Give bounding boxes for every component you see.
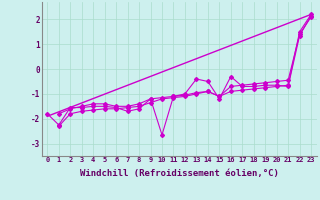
X-axis label: Windchill (Refroidissement éolien,°C): Windchill (Refroidissement éolien,°C) — [80, 169, 279, 178]
